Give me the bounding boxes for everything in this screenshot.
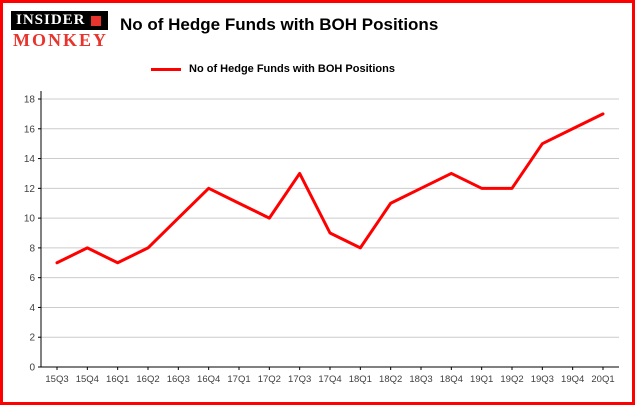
x-tick-label: 16Q1	[106, 374, 129, 385]
brand-monkey-text: MONKEY	[13, 30, 108, 50]
x-tick-label: 17Q3	[288, 374, 311, 385]
y-tick-label: 8	[29, 243, 35, 254]
x-tick-label: 19Q4	[561, 374, 584, 385]
brand-red-square-icon	[90, 15, 101, 26]
x-tick-label: 19Q3	[531, 374, 554, 385]
x-tick-label: 19Q1	[470, 374, 493, 385]
brand-logo-top: INSIDER	[11, 11, 108, 30]
x-tick-label: 19Q2	[500, 374, 523, 385]
x-tick-label: 15Q4	[76, 374, 99, 385]
x-tick-label: 20Q1	[591, 374, 614, 385]
chart-area: 0 2 4 6 8 10 12 14 16 18 15Q3 15Q4 16Q1 16Q2 16Q3 16Q4 1…	[3, 77, 632, 402]
x-tick-label: 17Q1	[227, 374, 250, 385]
legend-label: No of Hedge Funds with BOH Positions	[189, 63, 395, 75]
y-tick-label: 2	[29, 333, 35, 344]
legend-line-swatch	[151, 67, 181, 71]
y-tick-label: 0	[29, 363, 35, 374]
x-tick-label: 15Q3	[45, 374, 68, 385]
page-title: No of Hedge Funds with BOH Positions	[120, 15, 439, 34]
y-tick-label: 4	[29, 303, 35, 314]
y-tick-label: 12	[24, 184, 36, 195]
brand-logo: INSIDER MONKEY	[11, 11, 108, 49]
chart-legend: No of Hedge Funds with BOH Positions	[151, 61, 632, 77]
y-tick-label: 10	[24, 214, 36, 225]
x-tick-label: 16Q4	[197, 374, 220, 385]
x-tick-label: 17Q4	[318, 374, 341, 385]
series-line	[55, 112, 605, 265]
x-tick-label: 18Q2	[379, 374, 402, 385]
x-tick-label: 18Q1	[349, 374, 372, 385]
chart-header: INSIDER MONKEY No of Hedge Funds with BO…	[3, 3, 632, 55]
x-tick-label: 16Q3	[167, 374, 190, 385]
y-tick-label: 18	[24, 95, 36, 106]
x-tick-label: 17Q2	[258, 374, 281, 385]
line-chart: 0 2 4 6 8 10 12 14 16 18 15Q3 15Q4 16Q1 16Q2 16Q3 16Q4 1…	[24, 91, 619, 385]
y-tick-label: 6	[29, 273, 35, 284]
brand-insider-text: INSIDER	[16, 12, 86, 28]
x-tick-label: 18Q4	[440, 374, 463, 385]
x-tick-label: 16Q2	[136, 374, 159, 385]
y-tick-label: 16	[24, 124, 36, 135]
y-tick-label: 14	[24, 154, 36, 165]
x-tick-label: 18Q3	[409, 374, 432, 385]
